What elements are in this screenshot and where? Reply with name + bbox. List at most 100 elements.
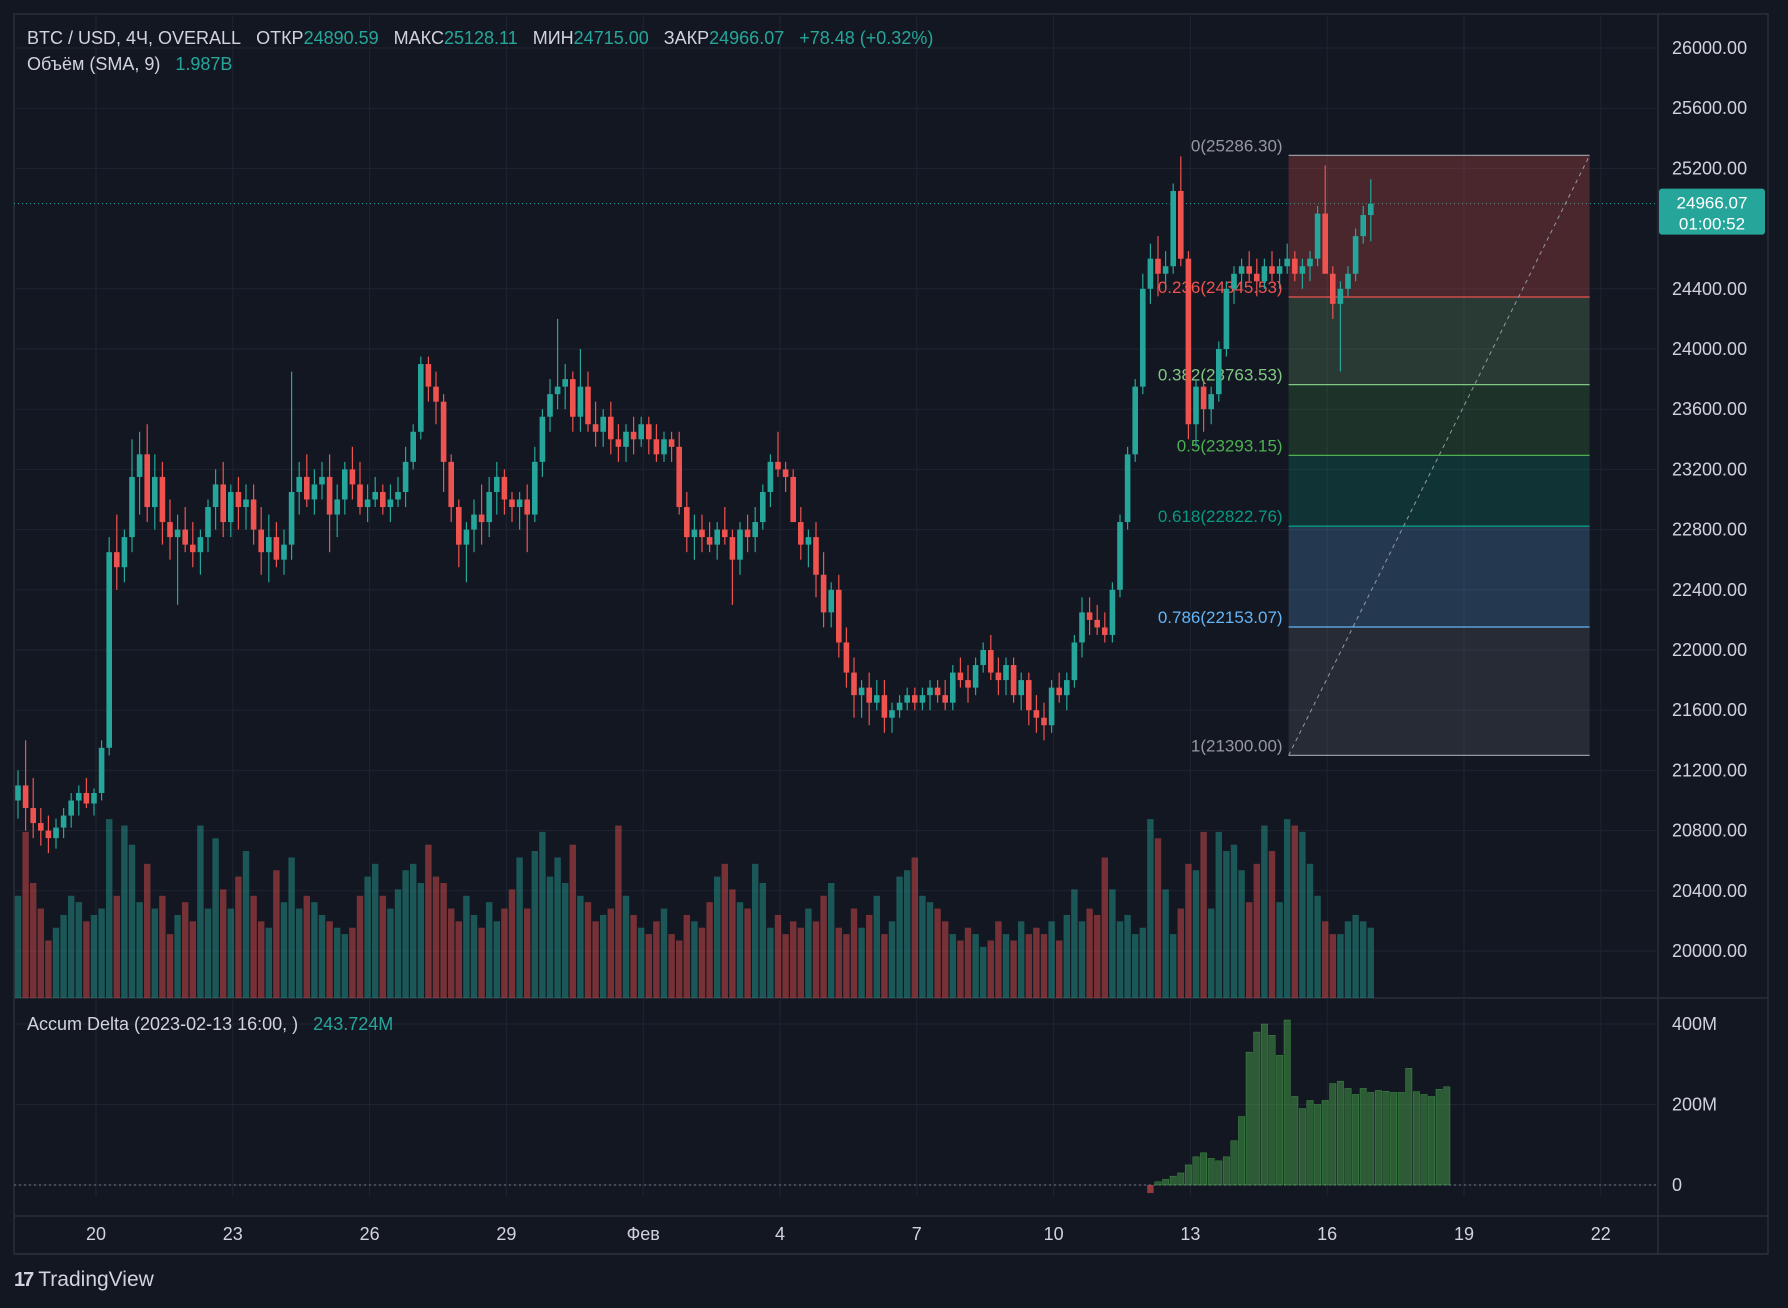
delta-bar bbox=[1283, 1019, 1291, 1186]
volume-bar bbox=[1109, 889, 1116, 998]
candle-body bbox=[972, 665, 979, 688]
candle-body bbox=[1200, 386, 1207, 410]
candle-body bbox=[1109, 589, 1116, 635]
volume-bar bbox=[1322, 921, 1329, 998]
candle-body bbox=[243, 499, 249, 508]
time-tick-label: 13 bbox=[1180, 1224, 1200, 1244]
delta-bar bbox=[1230, 1140, 1238, 1186]
volume-bar bbox=[881, 934, 888, 998]
candle-body bbox=[539, 416, 546, 462]
volume-bar bbox=[1071, 889, 1078, 998]
candle-body bbox=[592, 424, 599, 432]
volume-bar bbox=[805, 908, 812, 998]
candle-body bbox=[1079, 612, 1085, 643]
volume-bar bbox=[113, 895, 120, 998]
candle-body bbox=[752, 522, 758, 538]
volume-bar bbox=[326, 921, 333, 998]
candle-body bbox=[106, 552, 112, 748]
volume-bar bbox=[714, 876, 721, 998]
close-label: ЗАКР bbox=[663, 28, 710, 48]
volume-bar bbox=[288, 857, 295, 998]
delta-bar bbox=[1162, 1179, 1170, 1186]
volume-bar bbox=[128, 844, 136, 998]
price-badge-box bbox=[1659, 188, 1765, 235]
candle-body bbox=[851, 672, 857, 696]
candle-body bbox=[311, 484, 318, 500]
volume-bar bbox=[303, 895, 310, 998]
candle-body bbox=[1231, 273, 1237, 289]
volume-bar bbox=[280, 902, 288, 998]
volume-bar bbox=[470, 914, 478, 998]
volume-bar bbox=[516, 857, 523, 998]
volume-bar bbox=[957, 940, 964, 998]
candle-body bbox=[706, 537, 713, 545]
volume-label[interactable]: Объём (SMA, 9) bbox=[27, 54, 161, 74]
tradingview-logo[interactable]: 17 TradingView bbox=[14, 1268, 154, 1292]
volume-bar bbox=[607, 908, 614, 998]
accum-delta-label[interactable]: Accum Delta (2023-02-13 16:00, ) bbox=[27, 1014, 299, 1034]
candle-body bbox=[1132, 386, 1138, 455]
candle-body bbox=[1155, 258, 1161, 274]
volume-bar bbox=[774, 914, 782, 998]
symbol-label[interactable]: BTC / USD, 4Ч, OVERALL bbox=[27, 28, 242, 48]
time-tick-label: 10 bbox=[1044, 1224, 1064, 1244]
candle-body bbox=[729, 537, 736, 560]
candle-body bbox=[1345, 273, 1351, 289]
candle-body bbox=[114, 552, 120, 568]
volume-bar bbox=[524, 908, 531, 998]
candle-body bbox=[836, 589, 842, 643]
candle-body bbox=[1162, 266, 1169, 274]
volume-bar bbox=[1284, 819, 1291, 998]
candle-body bbox=[1254, 273, 1260, 282]
volume-bar bbox=[334, 927, 341, 998]
volume-bar bbox=[379, 895, 386, 998]
delta-bar bbox=[1147, 1185, 1154, 1194]
candle-body bbox=[805, 537, 812, 545]
volume-bar bbox=[1352, 914, 1359, 998]
time-tick-label: 22 bbox=[1591, 1224, 1611, 1244]
volume-bar bbox=[698, 927, 706, 998]
volume-bar bbox=[98, 908, 105, 998]
volume-bars bbox=[14, 819, 1374, 998]
volume-bar bbox=[1101, 857, 1108, 998]
accum-delta-legend: Accum Delta (2023-02-13 16:00, ) 243.724… bbox=[27, 1014, 393, 1035]
volume-bar bbox=[691, 921, 698, 998]
candle-body bbox=[159, 476, 166, 523]
volume-bar bbox=[1367, 927, 1374, 998]
price-tick-label: 20400.00 bbox=[1672, 881, 1747, 901]
fib-level-label: 0.618(22822.76) bbox=[1158, 507, 1283, 526]
candle-body bbox=[1026, 680, 1032, 711]
volume-bar bbox=[296, 908, 303, 998]
volume-bar bbox=[539, 831, 546, 998]
price-badge-countdown: 01:00:52 bbox=[1679, 215, 1745, 234]
volume-bar bbox=[767, 927, 774, 998]
volume-bar bbox=[972, 934, 979, 998]
candle-body bbox=[798, 522, 804, 545]
volume-bar bbox=[493, 921, 500, 998]
volume-bar bbox=[729, 889, 736, 998]
candle-body bbox=[418, 364, 424, 432]
candle-body bbox=[1307, 258, 1313, 267]
fib-zone bbox=[1288, 455, 1590, 527]
volume-bar bbox=[1033, 927, 1040, 998]
volume-bar bbox=[1116, 921, 1124, 998]
volume-bar bbox=[1246, 902, 1253, 998]
volume-bar bbox=[136, 902, 143, 998]
price-tick-label: 23600.00 bbox=[1672, 399, 1747, 419]
candle-body bbox=[53, 827, 59, 839]
candle-body bbox=[1124, 454, 1131, 523]
high-value: 25128.11 bbox=[443, 28, 518, 48]
candle-body bbox=[722, 529, 728, 538]
candle-body bbox=[699, 529, 705, 538]
candle-body bbox=[395, 491, 401, 500]
candle-body bbox=[364, 499, 371, 508]
candle-body bbox=[433, 386, 439, 402]
candle-body bbox=[608, 416, 614, 440]
candle-body bbox=[235, 491, 242, 508]
accum-delta-value: 243.724M bbox=[313, 1014, 394, 1034]
price-badge-value: 24966.07 bbox=[1677, 194, 1748, 213]
candle-body bbox=[15, 785, 21, 801]
volume-bar bbox=[1154, 838, 1162, 998]
